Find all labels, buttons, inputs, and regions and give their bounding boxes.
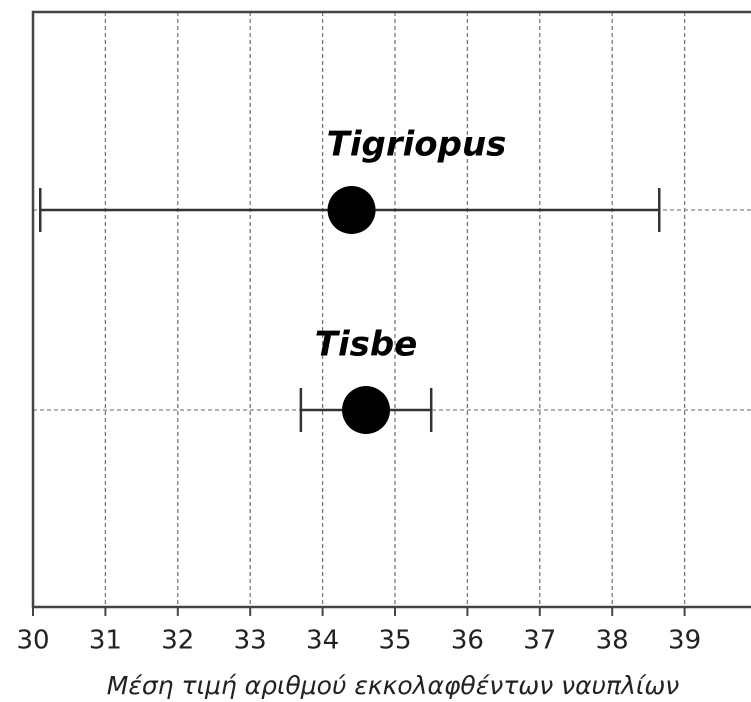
x-tick-label: 39 [668, 626, 701, 656]
x-tick-label: 33 [234, 626, 267, 656]
x-tick-label: 35 [378, 626, 411, 656]
category-label: Tisbe [315, 325, 417, 365]
x-tick-label: 38 [596, 626, 629, 656]
x-tick-label: 36 [451, 626, 484, 656]
category-label: Tigriopus [327, 125, 507, 165]
x-tick-label: 32 [161, 626, 194, 656]
plot-frame [31, 10, 751, 609]
mean-dot [342, 386, 391, 434]
x-tick-label: 37 [523, 626, 556, 656]
x-tick-label: 31 [89, 626, 122, 656]
x-tick-label: 34 [306, 626, 339, 656]
mean-dot [327, 186, 376, 234]
x-tick-label: 30 [16, 626, 49, 656]
x-axis-label: Μέση τιμή αριθμού εκκολαφθέντων ναυπλίων [107, 671, 680, 700]
